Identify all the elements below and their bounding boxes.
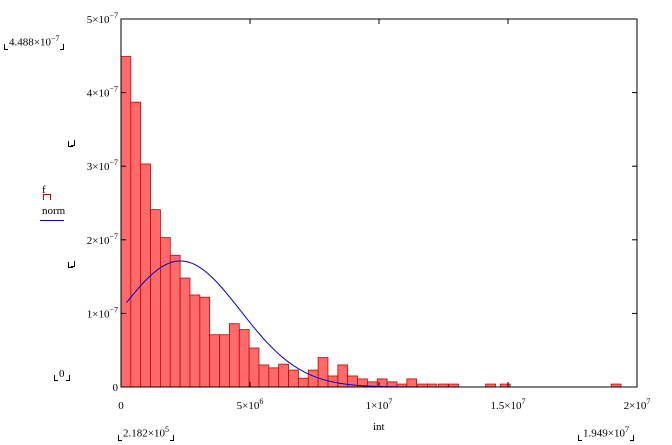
y-bottom-limit[interactable]: 0	[54, 368, 70, 381]
histogram-bar	[120, 56, 132, 388]
placeholder-corner-icon	[60, 43, 65, 50]
placeholder-corner-icon	[629, 434, 634, 441]
legend-norm-swatch	[40, 220, 64, 221]
histogram-bar	[189, 294, 201, 388]
y-tick-label: 3×10−7	[87, 158, 118, 173]
placeholder-corner-icon	[65, 375, 70, 381]
histogram-bar	[229, 323, 240, 388]
histogram-bar	[130, 101, 142, 388]
histogram-bar	[209, 334, 220, 388]
histogram-bar	[169, 254, 181, 388]
histogram-bar	[268, 367, 280, 388]
y-axis-placeholder-upper[interactable]	[68, 140, 75, 147]
histogram-bar	[278, 363, 289, 388]
y-tick-label: 1×10−7	[87, 305, 118, 320]
x-variable-label[interactable]: int	[373, 421, 385, 433]
legend-f-swatch	[43, 194, 51, 200]
x-tick-label: 2×107	[624, 397, 651, 412]
histogram-bar	[179, 277, 191, 388]
x-right-limit[interactable]: 1.949×107	[578, 423, 634, 441]
histogram-bars	[120, 56, 622, 388]
y-top-limit[interactable]: 4.488×10−7	[4, 32, 65, 50]
histogram-bar	[406, 378, 418, 388]
x-tick-label: 0	[118, 400, 124, 412]
x-tick-label: 5×106	[237, 397, 264, 412]
placeholder-corner-icon	[54, 375, 58, 381]
histogram-bar	[140, 163, 151, 388]
histogram-bar	[199, 296, 211, 388]
y-tick-label: 4×10−7	[87, 85, 118, 100]
x-tick-label: 1.5×107	[491, 397, 526, 412]
histogram-bar	[258, 364, 270, 388]
histogram-bar	[288, 369, 299, 388]
placeholder-corner-icon	[578, 434, 582, 441]
y-tick-label: 5×10−7	[87, 11, 118, 26]
x-left-limit[interactable]: 2.182×105	[118, 423, 174, 441]
legend-norm: norm	[40, 205, 65, 221]
placeholder-corner-icon	[169, 434, 174, 441]
placeholder-corner-icon	[118, 434, 122, 441]
y-tick-label: 2×10−7	[87, 232, 118, 247]
histogram-bar	[248, 347, 260, 388]
histogram-bar	[219, 334, 230, 388]
placeholder-corner-icon	[4, 43, 8, 50]
histogram-bar	[317, 357, 329, 388]
axis-ticks: 0 5×106 1×107 1.5×107 2×107 0 1×10−7 2×10−7 3×10…	[87, 11, 651, 412]
legend-f: f	[42, 184, 51, 200]
histogram-bar	[238, 329, 250, 388]
histogram-bar	[307, 369, 319, 388]
histogram-bar	[160, 237, 171, 388]
histogram-bar	[150, 209, 161, 388]
y-axis-placeholder-lower[interactable]	[68, 261, 75, 268]
histogram-bar	[297, 377, 309, 388]
x-tick-label: 1×107	[366, 397, 393, 412]
y-tick-label: 0	[113, 382, 119, 394]
